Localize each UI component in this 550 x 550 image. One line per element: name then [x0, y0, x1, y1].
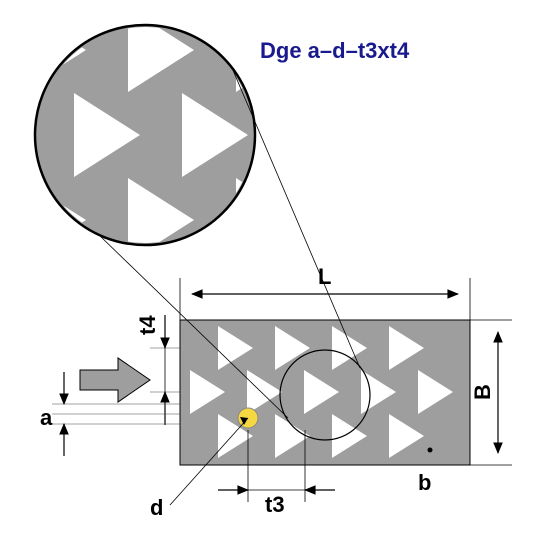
dim-B: B	[470, 320, 512, 465]
b-label: b	[418, 470, 431, 495]
flow-arrow	[80, 358, 150, 402]
t4-label: t4	[135, 315, 160, 335]
diagram: Dge a–d–t3xt4 b L B t4 a t3 d	[0, 0, 550, 550]
d-label: d	[150, 495, 163, 520]
B-label: B	[470, 384, 495, 400]
title: Dge a–d–t3xt4	[260, 38, 410, 63]
b-point	[428, 448, 433, 453]
dim-L: L	[180, 264, 470, 320]
L-label: L	[318, 264, 331, 289]
t3-label: t3	[265, 492, 285, 517]
dim-t4: t4	[135, 315, 180, 425]
a-label: a	[40, 405, 53, 430]
